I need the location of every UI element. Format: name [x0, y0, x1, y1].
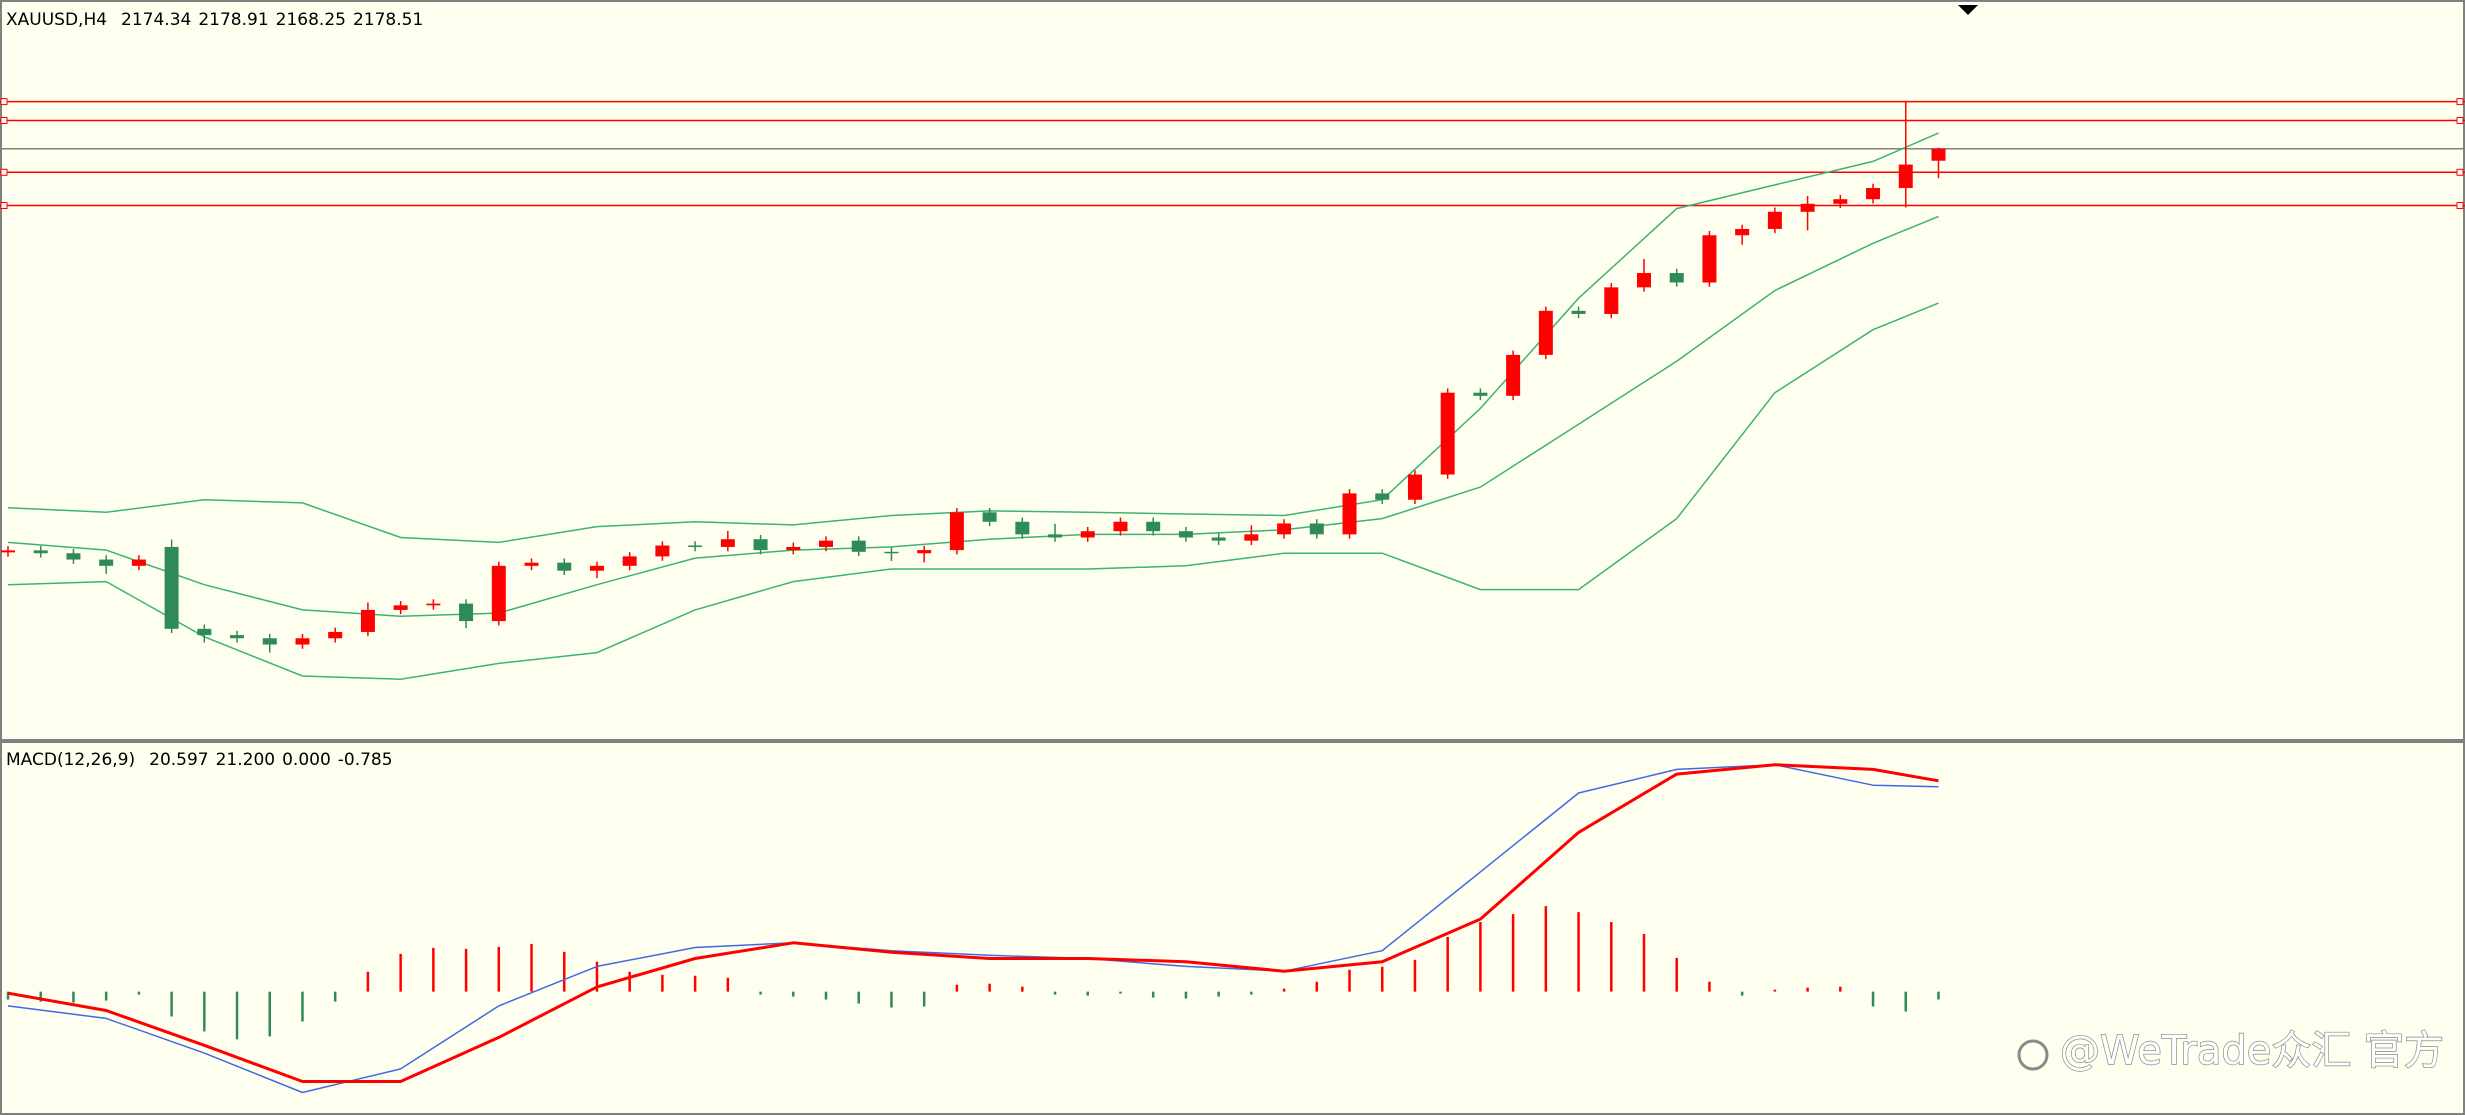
level-handle: [0, 98, 8, 106]
level-handle: [0, 168, 8, 176]
candle-body: [1178, 531, 1193, 538]
candle-body: [66, 553, 81, 560]
candle-body: [1048, 534, 1063, 538]
candle-body: [131, 559, 146, 566]
open-label: 2174.34: [121, 10, 191, 30]
candle-body: [1702, 235, 1717, 283]
candle-body: [33, 550, 48, 554]
symbol-label: XAUUSD,H4: [6, 10, 107, 30]
candle-body: [557, 562, 572, 571]
low-label: 2168.25: [276, 10, 346, 30]
level-handle: [0, 201, 8, 209]
watermark-icon-ring: [2017, 1039, 2049, 1071]
candle-body: [1767, 211, 1782, 229]
candle-body: [1375, 493, 1390, 500]
candle-body: [197, 628, 212, 636]
candle-body: [1637, 273, 1651, 288]
signal-value: 21.200: [216, 750, 275, 770]
candle-body: [982, 512, 997, 522]
candle-body: [1015, 521, 1030, 535]
candle-body: [360, 609, 375, 632]
band-lower: [7, 302, 1939, 680]
candle-body: [262, 638, 277, 645]
candle-body: [1800, 203, 1815, 212]
level-handle: [2456, 201, 2464, 209]
candle-body: [1211, 537, 1226, 541]
indicator-value: 0.000: [282, 750, 331, 770]
candle-body: [164, 546, 179, 629]
candle-body: [1, 550, 15, 553]
level-handle: [2456, 168, 2464, 176]
candle-body: [819, 540, 833, 547]
candle-body: [1309, 523, 1324, 535]
level-handle: [0, 116, 8, 124]
candle-body: [1113, 521, 1128, 532]
candle-body: [753, 539, 768, 551]
candle-body: [884, 551, 899, 554]
candle-body: [1277, 523, 1292, 535]
close-label: 2178.51: [353, 10, 423, 30]
macd-pane: [6, 763, 1940, 1094]
candle-body: [1571, 310, 1586, 314]
signal-line: [7, 763, 1939, 1083]
candle-body: [1669, 273, 1684, 283]
macd-value: 20.597: [149, 750, 208, 770]
candle-body: [459, 603, 474, 622]
shift-marker: [1958, 5, 1978, 15]
candle-body: [1506, 354, 1521, 396]
candle-body: [589, 565, 604, 571]
candle-body: [1342, 493, 1357, 535]
candle-body: [295, 638, 310, 645]
candle-body: [688, 545, 703, 548]
candle-body: [851, 540, 866, 552]
candle-body: [491, 565, 506, 622]
candle-body: [1538, 310, 1553, 355]
candle-body: [1473, 392, 1488, 396]
candle-body: [1735, 228, 1750, 236]
candle-body: [1440, 392, 1455, 475]
candle-body: [426, 603, 441, 606]
candle-body: [622, 556, 637, 566]
candle-body: [328, 631, 343, 639]
candle-body: [1931, 148, 1946, 161]
candle-body: [720, 539, 735, 547]
level-handle: [2456, 116, 2464, 124]
candle-body: [99, 559, 114, 566]
candle-body: [1866, 188, 1881, 200]
price-pane: [0, 98, 2465, 680]
watermark-icon: [2017, 1039, 2049, 1071]
macd-line: [7, 763, 1939, 1094]
candle-body: [1146, 521, 1161, 532]
histogram-value: -0.785: [338, 750, 393, 770]
candle-body: [917, 550, 932, 554]
candle-body: [1898, 164, 1913, 189]
watermark: @WeTrade众汇 官方: [2060, 1028, 2444, 1074]
high-label: 2178.91: [198, 10, 268, 30]
candle-body: [393, 605, 408, 610]
candle-body: [230, 635, 245, 639]
candle-body: [1604, 287, 1619, 314]
band-middle: [7, 215, 1939, 617]
candle-body: [655, 545, 670, 557]
candle-body: [949, 512, 964, 551]
candle-body: [1407, 474, 1422, 500]
candle-body: [1244, 534, 1259, 541]
candle-body: [1833, 199, 1848, 204]
candle-body: [1080, 531, 1095, 538]
candle-body: [786, 546, 801, 551]
macd-label: MACD(12,26,9): [6, 750, 135, 770]
candle-body: [524, 562, 539, 566]
level-handle: [2456, 98, 2464, 106]
